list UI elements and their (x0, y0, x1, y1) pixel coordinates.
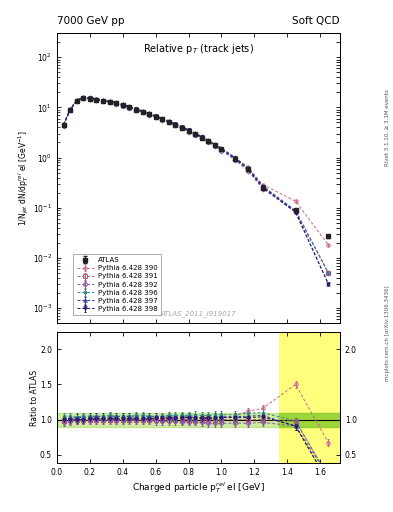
Text: mcplots.cern.ch [arXiv:1306.3436]: mcplots.cern.ch [arXiv:1306.3436] (385, 285, 389, 380)
Y-axis label: 1/N$_{jet}$ dN/dp$^{rel}_{T}$ el [GeV$^{-1}$]: 1/N$_{jet}$ dN/dp$^{rel}_{T}$ el [GeV$^{… (17, 131, 31, 226)
Text: Rivet 3.1.10, ≥ 3.1M events: Rivet 3.1.10, ≥ 3.1M events (385, 90, 389, 166)
Text: Relative p$_T$ (track jets): Relative p$_T$ (track jets) (143, 42, 254, 56)
X-axis label: Charged particle p$^{rel}_{T}$ el [GeV]: Charged particle p$^{rel}_{T}$ el [GeV] (132, 480, 265, 495)
Bar (279, 413, 340, 426)
Y-axis label: Ratio to ATLAS: Ratio to ATLAS (29, 370, 39, 425)
Legend: ATLAS, Pythia 6.428 390, Pythia 6.428 391, Pythia 6.428 392, Pythia 6.428 396, P: ATLAS, Pythia 6.428 390, Pythia 6.428 39… (73, 254, 161, 315)
Bar (279, 332, 340, 463)
Text: ATLAS_2011_I919017: ATLAS_2011_I919017 (161, 311, 236, 317)
Text: 7000 GeV pp: 7000 GeV pp (57, 15, 125, 26)
Text: Soft QCD: Soft QCD (292, 15, 340, 26)
Bar (57, 413, 340, 426)
